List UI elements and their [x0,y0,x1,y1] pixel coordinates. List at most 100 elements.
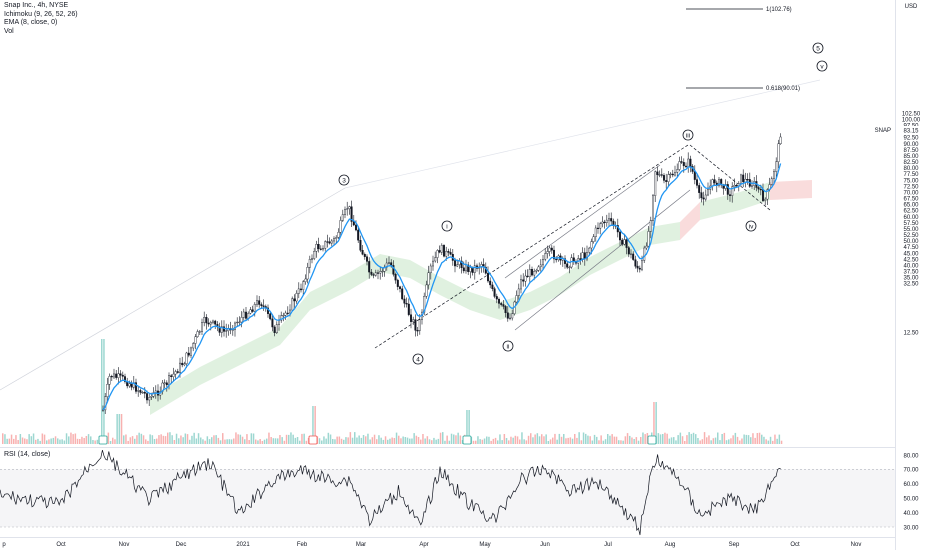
wave-label-4: 4 [416,356,420,363]
volume-bar [664,432,666,444]
volume-bar [312,406,314,444]
candle-body [200,322,203,332]
candle-body [326,241,329,243]
volume-bar [734,432,737,444]
volume-bar [411,438,413,444]
volume-bar [688,432,690,444]
volume-bar [613,436,616,444]
volume-bar [774,434,776,444]
candle-body [330,240,333,244]
wave-label-ii: ii [507,343,510,350]
candle-body [110,376,113,378]
candle-body [777,143,780,163]
volume-bar [21,437,24,444]
ema-legend[interactable]: EMA (8, close, 0) [4,19,58,27]
volume-bar [35,439,37,444]
cloud-segment [380,254,410,278]
candle-body [377,272,380,274]
volume-bar [571,438,574,444]
volume-bar [514,435,517,444]
candle-body [359,239,362,251]
ema-polyline [102,163,782,411]
candle-body [698,185,701,193]
candle-body [205,317,208,324]
candle-body [634,259,637,267]
volume-bar [158,435,160,444]
candle-body [185,352,188,364]
candle-body [671,173,674,176]
volume-bar [290,432,292,444]
pane-separator[interactable] [0,447,932,448]
volume-bar [725,440,728,444]
volume-bar [391,437,393,444]
candle-body [632,253,635,260]
candle-body [251,309,254,312]
volume-bar [46,440,48,444]
volume-bar [167,432,169,444]
candle-body [495,296,498,300]
volume-bar [153,439,156,444]
candle-body [638,267,641,270]
volume-bar [446,435,448,444]
volume-bar [279,435,281,444]
volume-bar [285,434,288,444]
volume-bar [369,439,371,444]
volume-bar [741,438,743,444]
volume-bar [508,440,510,444]
volume-bar [217,437,220,444]
volume-bar [686,435,688,444]
wave-circle [816,60,828,72]
volume-bar [169,432,171,444]
wave-label-iv: iv [749,223,754,230]
time-axis[interactable] [0,537,895,551]
volume-bar [494,437,497,444]
candle-body [766,189,769,200]
volume-bar [607,434,609,444]
candle-body [641,260,644,270]
volume-bar [327,432,330,444]
volume-bar [314,406,316,444]
candle-body [300,288,303,291]
rsi-legend[interactable]: RSI (14, close) [4,451,51,458]
volume-bar [527,435,530,444]
volume-bar [389,438,391,444]
fib-1-label: 1(102.76) [766,7,792,13]
volume-bar [646,433,649,444]
volume-bar [134,438,136,444]
candle-body [456,264,459,267]
cloud-segment [150,367,200,415]
candle-body [260,304,263,306]
volume-bar [450,433,453,444]
volume-bar [173,440,176,444]
candle-body [198,331,201,333]
channel-upper-dashed [374,144,689,349]
volume-bar [191,435,193,444]
candle-body [289,309,292,314]
cloud-segment [680,202,700,240]
ichimoku-legend[interactable]: Ichimoku (9, 26, 52, 26) [4,10,78,18]
channel-lower [514,189,691,331]
candle-body [388,262,391,264]
volume-bar [123,435,125,444]
candle-body [405,303,408,305]
candle-body [548,247,551,252]
price-axis[interactable] [895,0,932,550]
volume-bar [380,437,382,444]
candle-body [579,258,582,260]
candle-body [740,174,743,184]
symbol-title[interactable]: Snap Inc., 4h, NYSE [4,2,69,9]
candle-body [643,247,646,261]
volume-bar [574,434,576,444]
volume-bar [728,439,730,444]
candle-body [588,247,591,253]
ichimoku-cloud [150,180,812,415]
candle-body [504,306,507,313]
candle-body [335,237,338,239]
candle-body [242,311,245,318]
candle-body [520,279,523,290]
volume-bar [142,435,145,444]
volume-legend[interactable]: Vol [4,27,14,35]
candle-body [491,284,494,289]
